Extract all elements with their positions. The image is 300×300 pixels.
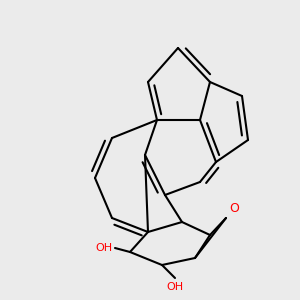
Text: OH: OH [167, 283, 184, 292]
Text: O: O [229, 202, 239, 215]
Text: OH: OH [95, 243, 112, 253]
